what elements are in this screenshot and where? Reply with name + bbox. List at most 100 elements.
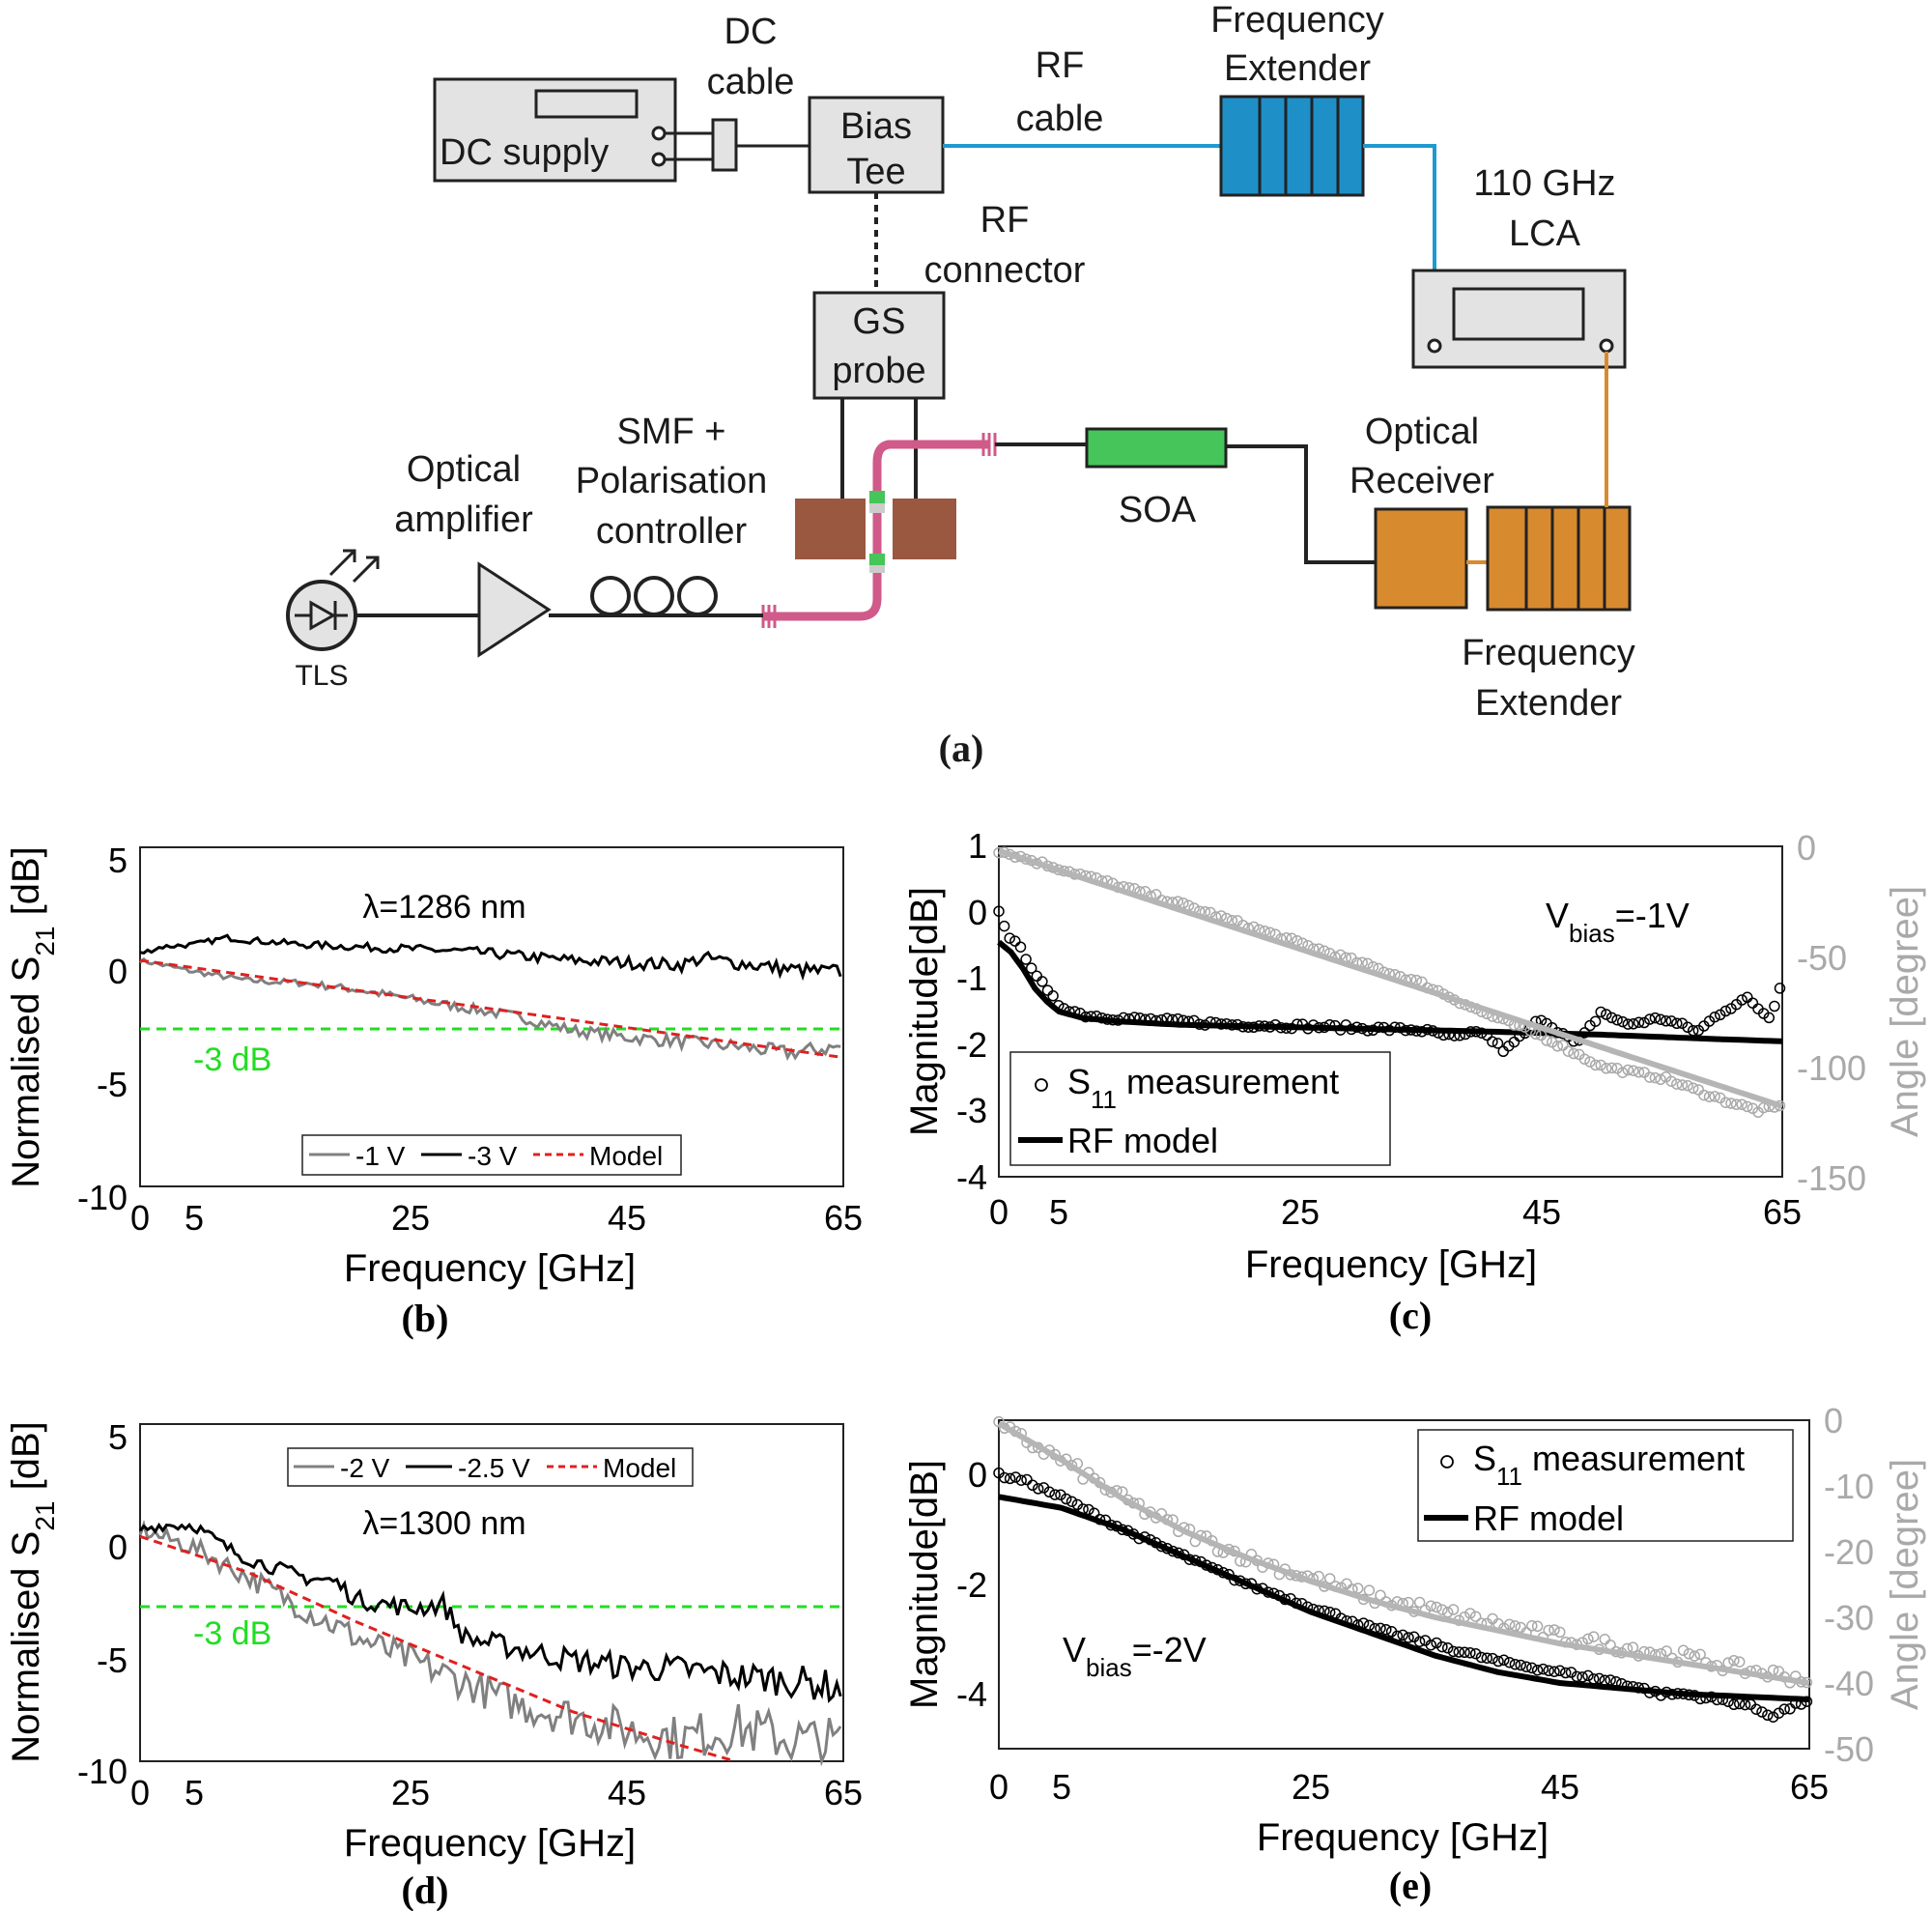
data-point [1323, 1573, 1336, 1584]
y-tick-label: 0 [1797, 828, 1816, 868]
opt-receiver-label-2: Receiver [1350, 461, 1494, 501]
caption-d: (d) [402, 1868, 449, 1911]
soa-box [1085, 427, 1228, 469]
data-point [1009, 935, 1021, 947]
smf-label-3: controller [596, 511, 748, 552]
data-point [1447, 1645, 1460, 1658]
data-point [1397, 1629, 1408, 1641]
data-point [1492, 1655, 1504, 1668]
chart-e-xticks: 0 5 25 45 65 [989, 1767, 1829, 1807]
data-point [1037, 976, 1048, 987]
data-point [1728, 1698, 1740, 1711]
chart-c-xlabel: Frequency [GHz] [1245, 1243, 1537, 1286]
y-tick-label: -1 [956, 958, 987, 998]
y-tick-label: -5 [97, 1065, 128, 1104]
caption-c: (c) [1389, 1294, 1432, 1337]
data-point [1459, 1646, 1470, 1659]
y-tick-label: 0 [108, 952, 128, 991]
x-tick-label: 25 [1292, 1767, 1330, 1807]
data-point [1431, 1601, 1442, 1613]
x-tick-label: 25 [1281, 1192, 1320, 1232]
data-point [1554, 1665, 1566, 1677]
chart-b-legend [301, 1134, 682, 1176]
chart-c: 0 5 25 45 65 1 0 -1 -2 -3 -4 0 -50 -100 … [903, 826, 1926, 1337]
y-tick-label: 1 [968, 826, 987, 866]
data-point [1736, 994, 1747, 1006]
data-point [1750, 1703, 1762, 1715]
data-point [1694, 1648, 1706, 1661]
data-point [1341, 1578, 1352, 1590]
y-tick-label: -30 [1824, 1598, 1874, 1638]
data-point [1043, 1486, 1056, 1498]
data-point [1014, 941, 1027, 953]
series-line--3-v [139, 933, 842, 982]
data-point [1769, 1000, 1780, 1013]
data-point [1413, 1596, 1426, 1609]
y-tick-label: 5 [108, 1417, 128, 1457]
tls-label: TLS [295, 660, 348, 692]
data-point [1595, 1059, 1606, 1071]
data-point [1742, 1100, 1753, 1113]
x-tick-label: 0 [130, 1773, 150, 1812]
data-point [1568, 1047, 1579, 1060]
optical-amplifier-symbol [477, 561, 552, 658]
x-tick-label: 5 [185, 1198, 204, 1238]
data-point [1676, 1079, 1689, 1091]
x-tick-label: 0 [989, 1767, 1009, 1807]
chart-c-yticks-left: 1 0 -1 -2 -3 -4 [956, 826, 987, 1197]
data-point [1644, 1071, 1656, 1083]
data-point [1015, 1474, 1027, 1486]
caption-b: (b) [402, 1297, 449, 1340]
legend-entry: Model [589, 1141, 663, 1171]
data-point [1065, 1496, 1078, 1507]
data-point [1733, 1656, 1746, 1668]
chart-c-annotation: Vbias=-1V [1546, 896, 1690, 948]
legend-entry: Model [603, 1453, 676, 1483]
chart-e-xlabel: Frequency [GHz] [1257, 1816, 1548, 1859]
y-tick-label: -50 [1797, 938, 1847, 978]
lca-display [1452, 287, 1585, 341]
y-tick-label: -2 [956, 1565, 987, 1605]
data-point [1683, 1648, 1695, 1660]
chart-b: 0 5 25 45 65 5 0 -5 -10 Frequency [GHz] … [5, 841, 863, 1340]
ylabel-main: Normalised S [5, 956, 47, 1188]
data-point [1655, 1013, 1666, 1025]
data-point [1671, 1017, 1683, 1030]
data-point [1464, 1608, 1476, 1619]
ylabel-unit: [dB] [5, 846, 47, 926]
ylabel-sub: 21 [30, 927, 60, 956]
data-point [1774, 983, 1786, 994]
chart-d-yticks: 5 0 -5 -10 [77, 1417, 128, 1791]
data-point [1025, 962, 1037, 974]
data-point [1622, 1064, 1634, 1076]
x-tick-label: 45 [608, 1773, 646, 1812]
dc-cable-label-1: DC [724, 12, 778, 52]
data-point [1633, 1067, 1645, 1078]
data-point [1605, 1012, 1618, 1024]
rf-cable-label-2: cable [1016, 99, 1104, 139]
data-point [1587, 1631, 1600, 1642]
freq-ext-bottom-label-1: Frequency [1462, 633, 1635, 673]
data-point [1541, 1035, 1552, 1046]
data-point [1719, 1005, 1732, 1017]
chip-left [795, 499, 866, 559]
y-tick-label: 0 [1824, 1401, 1843, 1440]
data-point [1413, 1636, 1426, 1647]
data-point [1425, 1600, 1437, 1612]
lca-label-1: 110 GHz [1473, 163, 1615, 204]
opt-receiver-label-1: Optical [1365, 412, 1479, 452]
lca-port-2 [1599, 338, 1614, 354]
y-tick-label: 5 [108, 841, 128, 880]
y-tick-label: -4 [956, 1157, 987, 1197]
legend-entry: S11 measurement [1067, 1062, 1339, 1114]
data-point [1453, 1646, 1465, 1658]
data-point [1739, 1698, 1751, 1711]
data-point [1047, 990, 1059, 1002]
legend-entry: RF model [1067, 1121, 1218, 1160]
chart-b-yticks: 5 0 -5 -10 [77, 841, 128, 1217]
x-tick-label: 65 [824, 1773, 863, 1812]
chart-b-plot [138, 933, 844, 1062]
data-point [1709, 1012, 1720, 1023]
chart-c-ylabel-left: Magnitude[dB] [903, 887, 946, 1136]
data-point [1551, 1041, 1564, 1052]
